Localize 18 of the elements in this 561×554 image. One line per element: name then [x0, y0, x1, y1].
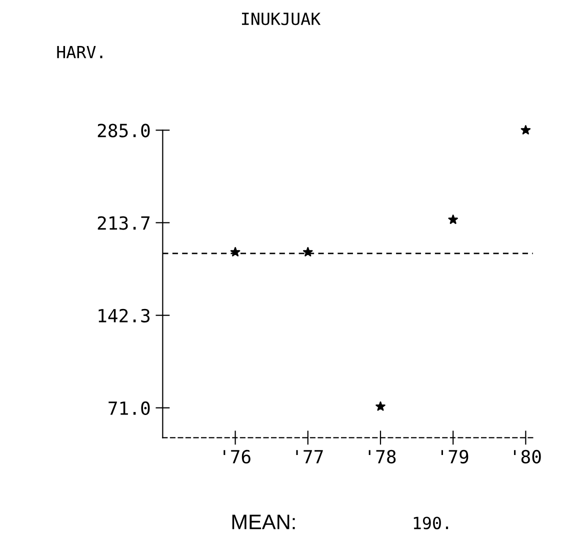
x-tick-label: '77 [296, 450, 323, 464]
point [448, 214, 458, 224]
point [230, 247, 240, 256]
y-tick-label: 285.0 [98, 124, 150, 138]
y-tick-label: 71.0 [108, 401, 150, 415]
y-tick-label: 142.3 [98, 308, 150, 322]
x-tick-label: '76 [224, 450, 250, 464]
y-tick-label: 213.7 [98, 216, 150, 230]
text: 190. [414, 516, 448, 530]
y-axis-title: HARV. [57, 46, 102, 58]
x-tick-label: '78 [368, 450, 396, 464]
x-tick-label: '79 [441, 450, 468, 464]
point [303, 247, 313, 256]
chart-title: INUKJUAK [242, 12, 321, 26]
text: MEAN: [232, 514, 295, 530]
x-tick-label: '80 [514, 450, 541, 464]
point [376, 401, 386, 411]
point [520, 125, 531, 134]
